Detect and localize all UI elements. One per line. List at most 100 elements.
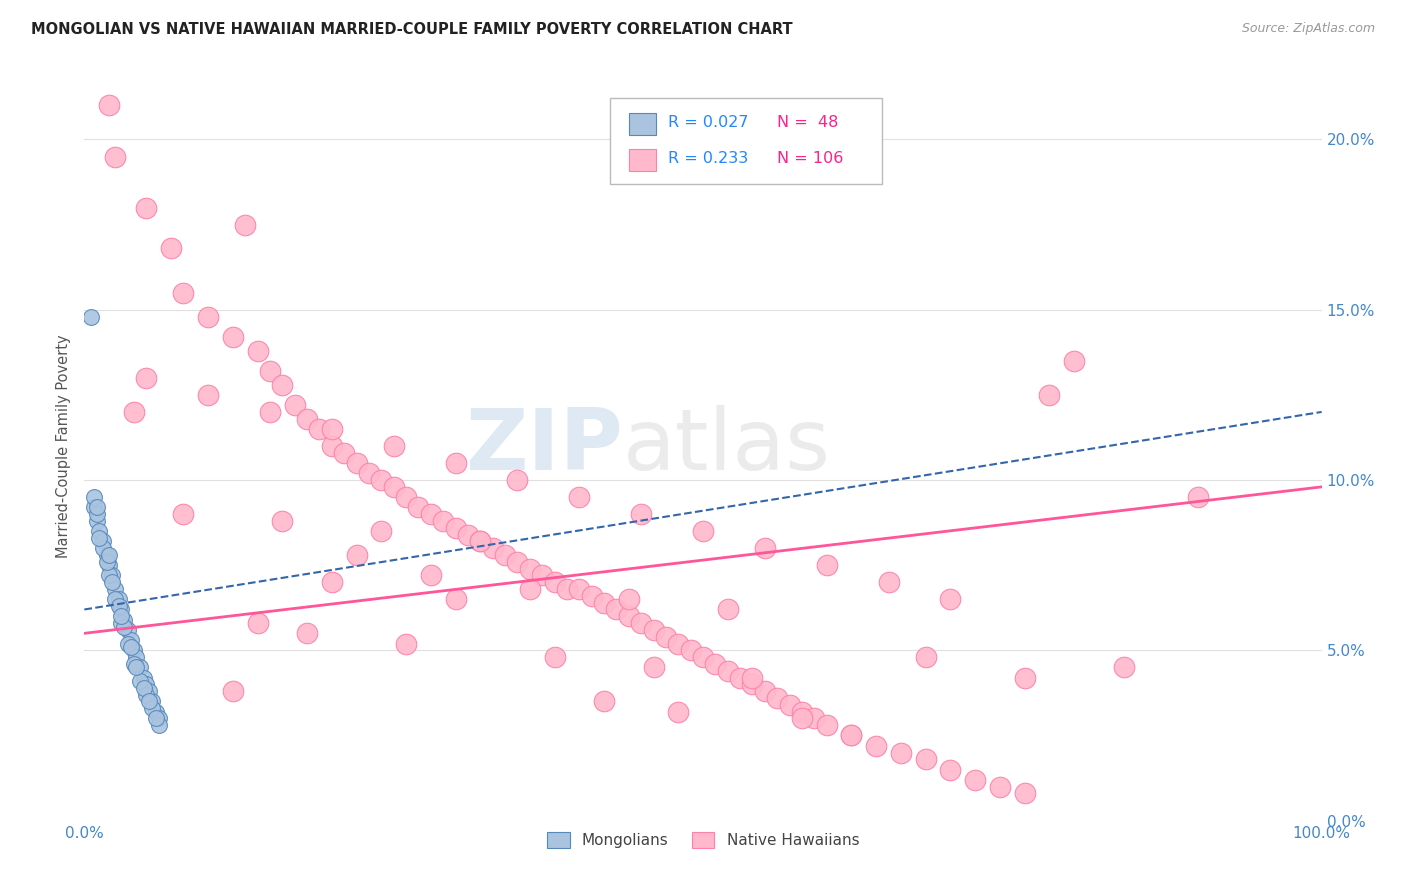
Point: [841, 729, 863, 743]
Point: [284, 398, 307, 412]
Point: [172, 285, 194, 300]
Point: [148, 711, 170, 725]
Point: [506, 473, 529, 487]
Point: [96, 555, 118, 569]
FancyBboxPatch shape: [628, 149, 657, 171]
Point: [779, 698, 801, 712]
Point: [666, 705, 689, 719]
Point: [259, 364, 281, 378]
Point: [1014, 786, 1036, 800]
Point: [666, 636, 689, 650]
Point: [132, 681, 155, 695]
Point: [617, 592, 640, 607]
Point: [160, 242, 183, 256]
Point: [145, 711, 167, 725]
Point: [104, 582, 127, 596]
Point: [100, 575, 122, 590]
Point: [790, 711, 813, 725]
Point: [593, 596, 616, 610]
Point: [865, 739, 887, 753]
Point: [321, 439, 343, 453]
Point: [444, 592, 467, 607]
Point: [148, 718, 170, 732]
Point: [741, 677, 763, 691]
Point: [172, 507, 194, 521]
Point: [630, 616, 652, 631]
Point: [543, 650, 565, 665]
Point: [120, 633, 142, 648]
Point: [138, 694, 160, 708]
Point: [1014, 671, 1036, 685]
Point: [98, 548, 121, 562]
Point: [129, 673, 152, 688]
Point: [630, 507, 652, 521]
Point: [86, 500, 108, 515]
Point: [233, 218, 256, 232]
Point: [259, 405, 281, 419]
Point: [141, 701, 163, 715]
Point: [605, 602, 627, 616]
Point: [108, 599, 131, 613]
Point: [110, 602, 132, 616]
Point: [643, 660, 665, 674]
Point: [803, 711, 825, 725]
Y-axis label: Married-Couple Family Poverty: Married-Couple Family Poverty: [56, 334, 72, 558]
Point: [692, 524, 714, 538]
Point: [679, 643, 702, 657]
Point: [555, 582, 578, 596]
Point: [457, 527, 479, 541]
Point: [754, 684, 776, 698]
Point: [98, 98, 121, 112]
Point: [122, 405, 145, 419]
Text: ZIP: ZIP: [465, 404, 623, 488]
Point: [104, 149, 127, 163]
Point: [100, 568, 122, 582]
Point: [1187, 490, 1209, 504]
Point: [382, 439, 405, 453]
FancyBboxPatch shape: [628, 112, 657, 135]
Point: [617, 609, 640, 624]
Point: [89, 531, 111, 545]
Text: N = 106: N = 106: [778, 151, 844, 166]
Point: [125, 660, 148, 674]
Point: [419, 568, 441, 582]
Point: [104, 592, 127, 607]
Point: [141, 694, 163, 708]
Point: [197, 388, 219, 402]
Point: [506, 555, 529, 569]
Point: [704, 657, 727, 671]
Point: [83, 500, 105, 515]
Point: [470, 534, 492, 549]
Point: [346, 456, 368, 470]
Point: [432, 514, 454, 528]
Point: [86, 507, 108, 521]
Point: [841, 729, 863, 743]
Point: [132, 671, 155, 685]
Point: [129, 660, 152, 674]
Text: Source: ZipAtlas.com: Source: ZipAtlas.com: [1241, 22, 1375, 36]
Point: [568, 582, 591, 596]
Point: [357, 467, 380, 481]
Point: [1038, 388, 1060, 402]
Point: [444, 456, 467, 470]
Point: [470, 534, 492, 549]
Point: [346, 548, 368, 562]
Point: [333, 446, 356, 460]
Point: [120, 640, 142, 654]
Point: [125, 650, 148, 665]
Point: [395, 636, 418, 650]
Text: R = 0.027: R = 0.027: [668, 115, 749, 130]
Point: [98, 558, 121, 573]
Point: [246, 343, 269, 358]
FancyBboxPatch shape: [610, 97, 883, 184]
Point: [370, 524, 392, 538]
Point: [271, 514, 294, 528]
Point: [321, 575, 343, 590]
Point: [295, 626, 318, 640]
Point: [370, 473, 392, 487]
Point: [308, 422, 330, 436]
Point: [122, 657, 145, 671]
Point: [988, 780, 1011, 794]
Point: [890, 746, 912, 760]
Point: [444, 521, 467, 535]
